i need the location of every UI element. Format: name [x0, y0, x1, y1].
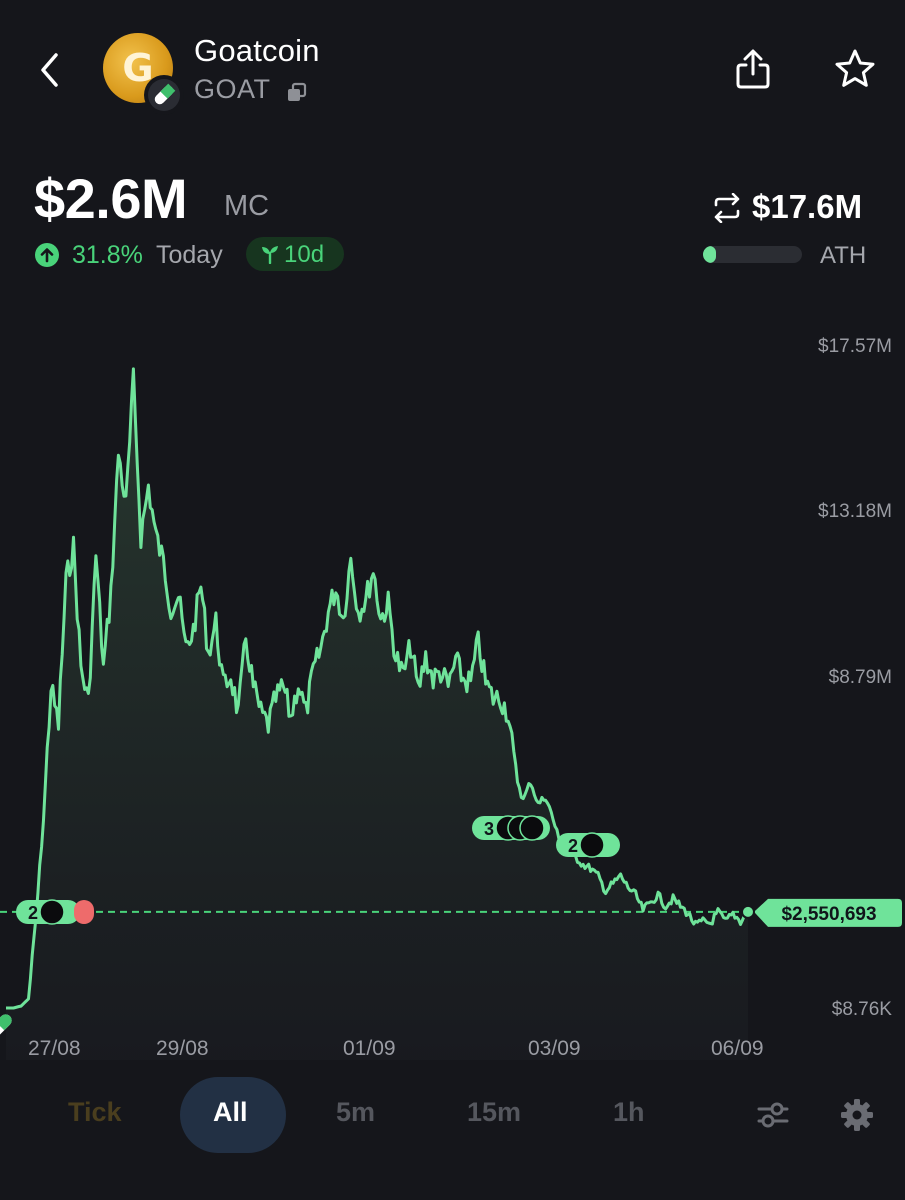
swap-icon	[714, 193, 740, 223]
trade-marker-count: 3	[484, 819, 494, 839]
current-price-pill: $2,550,693	[754, 898, 902, 927]
coin-ticker: GOAT	[194, 74, 271, 104]
market-cap-label: MC	[224, 190, 270, 222]
coin-age-badge: 10d	[246, 237, 344, 271]
ath-progress-bar	[703, 246, 802, 263]
coin-logo: G	[103, 33, 173, 103]
price-area-fill	[6, 368, 748, 1060]
share-icon	[736, 49, 770, 89]
back-button[interactable]	[30, 48, 70, 92]
y-tick-label: $17.57M	[818, 336, 892, 357]
chart-settings-button[interactable]	[756, 1098, 790, 1132]
current-price-dot	[741, 904, 755, 919]
x-tick-label: 01/09	[343, 1037, 396, 1060]
current-price-label: $2,550,693	[781, 904, 876, 925]
filter-sliders-icon	[757, 1102, 789, 1128]
timeframe-1h[interactable]: 1h	[613, 1097, 645, 1127]
trade-marker[interactable]: 2	[556, 832, 620, 858]
trader-avatar	[519, 815, 545, 841]
arrow-up-icon	[35, 243, 59, 267]
launchpad-badge	[144, 75, 184, 115]
timeframe-15m[interactable]: 15m	[467, 1097, 522, 1127]
x-tick-label: 27/08	[28, 1037, 81, 1060]
coin-age-text: 10d	[284, 241, 325, 268]
back-chevron-icon	[41, 53, 58, 87]
timeframe-all-selected[interactable]	[180, 1077, 286, 1153]
y-tick-label: $8.79M	[828, 667, 892, 688]
y-tick-label: $8.76K	[831, 999, 892, 1020]
x-tick-label: 29/08	[156, 1037, 209, 1060]
star-icon	[835, 49, 875, 87]
coin-name: Goatcoin	[194, 33, 320, 68]
price-line	[6, 367, 750, 1010]
timeframe-all[interactable]: All	[213, 1097, 248, 1127]
ath-progress-fill	[703, 246, 716, 263]
price-chart[interactable]: 2 3 2 $2,550,693	[0, 330, 905, 1070]
copy-icon	[288, 82, 307, 101]
ath-value: $17.6M	[752, 188, 863, 225]
ath-label: ATH	[820, 242, 867, 269]
share-button[interactable]	[733, 48, 773, 90]
pill-icon	[154, 83, 176, 105]
sprout-icon	[262, 246, 278, 264]
x-tick-label: 06/09	[711, 1037, 764, 1060]
favorite-button[interactable]	[833, 48, 877, 90]
market-cap-value: $2.6M	[34, 167, 188, 230]
timeframe-5m[interactable]: 5m	[336, 1097, 376, 1127]
trade-marker-count: 2	[568, 836, 578, 856]
trade-marker-count: 2	[28, 903, 38, 923]
trade-marker[interactable]: 3	[472, 815, 550, 841]
trade-marker[interactable]: 2	[16, 899, 94, 925]
price-change-percent: 31.8%	[72, 241, 143, 269]
y-tick-label: $13.18M	[818, 501, 892, 522]
gear-icon	[841, 1099, 873, 1131]
trader-avatar	[39, 899, 65, 925]
settings-button[interactable]	[839, 1097, 875, 1133]
launch-pill-marker	[0, 1014, 12, 1038]
trader-avatar	[579, 832, 605, 858]
copy-address-button[interactable]	[286, 82, 308, 104]
price-change-period: Today	[156, 241, 223, 269]
x-tick-label: 03/09	[528, 1037, 581, 1060]
timeframe-tick[interactable]: Tick	[68, 1097, 122, 1127]
